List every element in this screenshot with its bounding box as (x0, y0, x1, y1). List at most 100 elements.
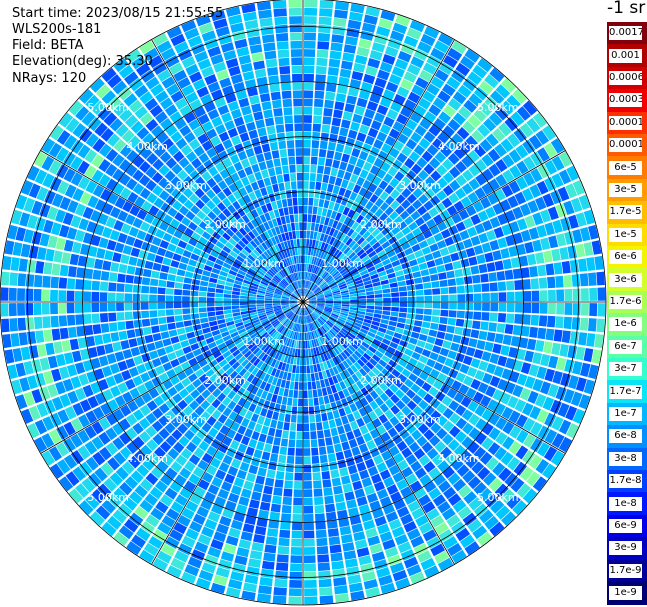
range-gate-cell (219, 515, 232, 527)
range-gate-cell (258, 312, 266, 317)
range-gate-cell (349, 582, 363, 593)
range-gate-cell (286, 257, 291, 266)
range-gate-cell (2, 255, 12, 270)
range-gate-cell (274, 226, 281, 235)
range-gate-cell (312, 265, 317, 274)
range-gate-cell (125, 274, 134, 284)
range-gate-cell (473, 302, 482, 311)
range-gate-cell (309, 414, 316, 423)
range-gate-cell (544, 412, 557, 428)
range-gate-cell (151, 236, 162, 247)
range-gate-cell (363, 280, 372, 286)
range-gate-cell (58, 302, 67, 314)
range-gate-cell (72, 188, 84, 202)
range-gate-cell (251, 542, 264, 552)
range-gate-cell (195, 368, 205, 378)
range-gate-cell (268, 338, 276, 347)
range-gate-cell (367, 466, 379, 477)
range-gate-cell (338, 187, 346, 197)
colorbar-tick-label: 6e-8 (609, 429, 642, 444)
range-gate-cell (430, 274, 439, 282)
range-gate-cell (189, 423, 201, 434)
range-gate-cell (433, 362, 444, 372)
range-gate-cell (379, 202, 389, 212)
range-gate-cell (349, 515, 362, 525)
range-gate-cell (58, 315, 68, 327)
range-gate-cell (277, 462, 286, 472)
range-gate-cell (258, 509, 269, 520)
range-gate-cell (208, 236, 218, 245)
range-gate-cell (287, 447, 295, 456)
range-gate-cell (330, 348, 338, 357)
range-ring-label: 1.00km (243, 335, 285, 348)
range-gate-cell (572, 408, 585, 424)
range-gate-cell (110, 332, 120, 342)
range-gate-cell (266, 288, 275, 293)
range-gate-cell (158, 164, 170, 176)
range-gate-cell (433, 232, 444, 242)
range-gate-cell (290, 547, 302, 555)
range-gate-cell (308, 295, 316, 300)
range-gate-cell (204, 491, 216, 503)
range-gate-cell (368, 224, 377, 234)
range-gate-cell (351, 71, 364, 81)
range-gate-cell (124, 71, 139, 86)
range-gate-cell (308, 247, 312, 256)
range-gate-cell (270, 358, 277, 368)
range-gate-cell (413, 448, 426, 460)
range-gate-cell (495, 174, 508, 187)
range-gate-cell (429, 225, 440, 236)
range-gate-cell (320, 260, 327, 269)
range-gate-cell (254, 405, 262, 415)
range-gate-cell (405, 232, 415, 241)
range-gate-cell (395, 194, 406, 204)
range-gate-cell (242, 204, 251, 214)
range-gate-cell (317, 165, 324, 174)
range-gate-cell (423, 393, 434, 404)
range-gate-cell (507, 133, 521, 148)
range-gate-cell (339, 233, 347, 242)
range-gate-cell (537, 442, 550, 457)
range-gate-cell (405, 389, 416, 399)
range-gate-cell (169, 529, 184, 542)
range-gate-cell (351, 211, 360, 221)
range-gate-cell (395, 182, 406, 193)
range-gate-cell (307, 381, 312, 390)
range-gate-cell (387, 272, 396, 279)
range-gate-cell (335, 451, 345, 461)
range-gate-cell (578, 258, 588, 272)
range-gate-cell (188, 337, 198, 345)
range-gate-cell (316, 294, 324, 298)
range-gate-cell (515, 445, 529, 460)
range-gate-cell (403, 493, 417, 505)
range-gate-cell (364, 374, 373, 383)
range-gate-cell (502, 154, 515, 168)
range-gate-cell (314, 190, 321, 199)
range-gate-cell (260, 281, 269, 286)
range-gate-cell (366, 302, 375, 306)
range-gate-cell (413, 277, 423, 284)
range-gate-cell (351, 148, 361, 158)
range-gate-cell (468, 413, 480, 426)
range-gate-cell (356, 158, 365, 169)
range-gate-cell (485, 133, 499, 147)
range-gate-cell (182, 249, 192, 258)
range-gate-cell (304, 307, 307, 316)
range-gate-cell (483, 472, 497, 486)
range-gate-cell (255, 216, 263, 226)
range-gate-cell (477, 210, 489, 222)
range-gate-cell (217, 342, 227, 350)
range-gate-cell (424, 253, 434, 262)
range-gate-cell (244, 410, 254, 420)
range-gate-cell (240, 289, 249, 294)
range-gate-cell (255, 369, 263, 378)
range-gate-cell (280, 345, 286, 354)
range-gate-cell (200, 182, 211, 193)
range-gate-cell (405, 363, 415, 372)
range-gate-cell (289, 298, 298, 301)
range-gate-cell (153, 446, 166, 459)
range-gate-cell (410, 56, 425, 69)
range-gate-cell (355, 390, 364, 400)
range-gate-cell (341, 327, 349, 335)
range-gate-cell (229, 346, 238, 354)
